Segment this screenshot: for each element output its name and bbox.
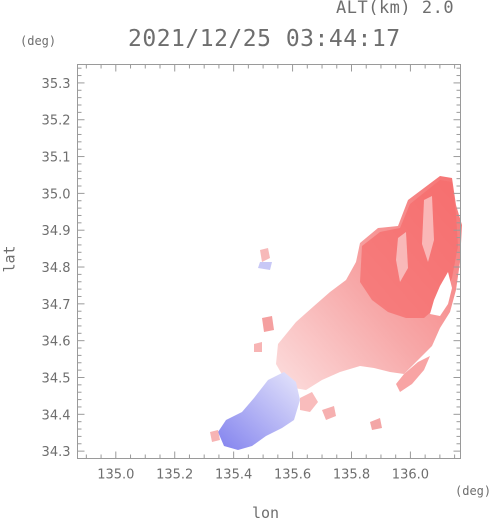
x-tick-label: 135.4 [215, 468, 252, 483]
scattered-echo [258, 262, 272, 270]
x-tick-label: 135.0 [97, 468, 134, 483]
y-tick-label: 34.5 [42, 371, 71, 386]
plot-frame [77, 64, 461, 459]
y-tick-label: 34.4 [42, 408, 71, 423]
x-axis-label: lon [252, 504, 280, 522]
y-unit-label: (deg) [20, 34, 57, 48]
scattered-echo [262, 316, 274, 332]
y-tick-label: 34.9 [42, 224, 71, 239]
y-tick-label: 34.7 [42, 298, 71, 313]
x-tick-labels: 135.0 135.2 135.4 135.6 135.8 136.0 [97, 468, 429, 483]
scattered-echo [210, 430, 220, 442]
strong-echo-core [360, 180, 458, 318]
light-streak [422, 196, 434, 262]
y-tick-label: 35.1 [42, 151, 71, 166]
negative-echo-region [218, 372, 300, 450]
scattered-echo [300, 392, 318, 412]
y-tick-label: 34.8 [42, 261, 71, 276]
echo-tail [396, 356, 430, 392]
y-tick-label: 35.3 [42, 77, 71, 92]
y-tick-label: 35.2 [42, 114, 71, 129]
x-tick-label: 135.8 [333, 468, 370, 483]
x-tick-label: 136.0 [392, 468, 429, 483]
clear-patch [430, 272, 452, 316]
axis-ticks [77, 64, 461, 459]
x-unit-label: (deg) [455, 484, 491, 498]
x-tick-label: 135.6 [274, 468, 311, 483]
y-tick-label: 34.3 [42, 445, 71, 460]
scattered-echo [370, 418, 382, 430]
y-tick-labels: 35.3 35.2 35.1 35.0 34.9 34.8 34.7 34.6 34.5 34.4… [42, 77, 71, 460]
y-tick-label: 34.6 [42, 335, 71, 350]
altitude-label: ALT(km) 2.0 [336, 0, 455, 18]
light-streak [396, 232, 408, 282]
scattered-echo [260, 248, 270, 262]
y-tick-label: 35.0 [42, 187, 71, 202]
scattered-echo [254, 342, 262, 352]
echo-field [210, 176, 462, 450]
x-tick-label: 135.2 [156, 468, 193, 483]
timestamp: 2021/12/25 03:44:17 [128, 26, 401, 52]
scattered-echo [322, 406, 336, 420]
